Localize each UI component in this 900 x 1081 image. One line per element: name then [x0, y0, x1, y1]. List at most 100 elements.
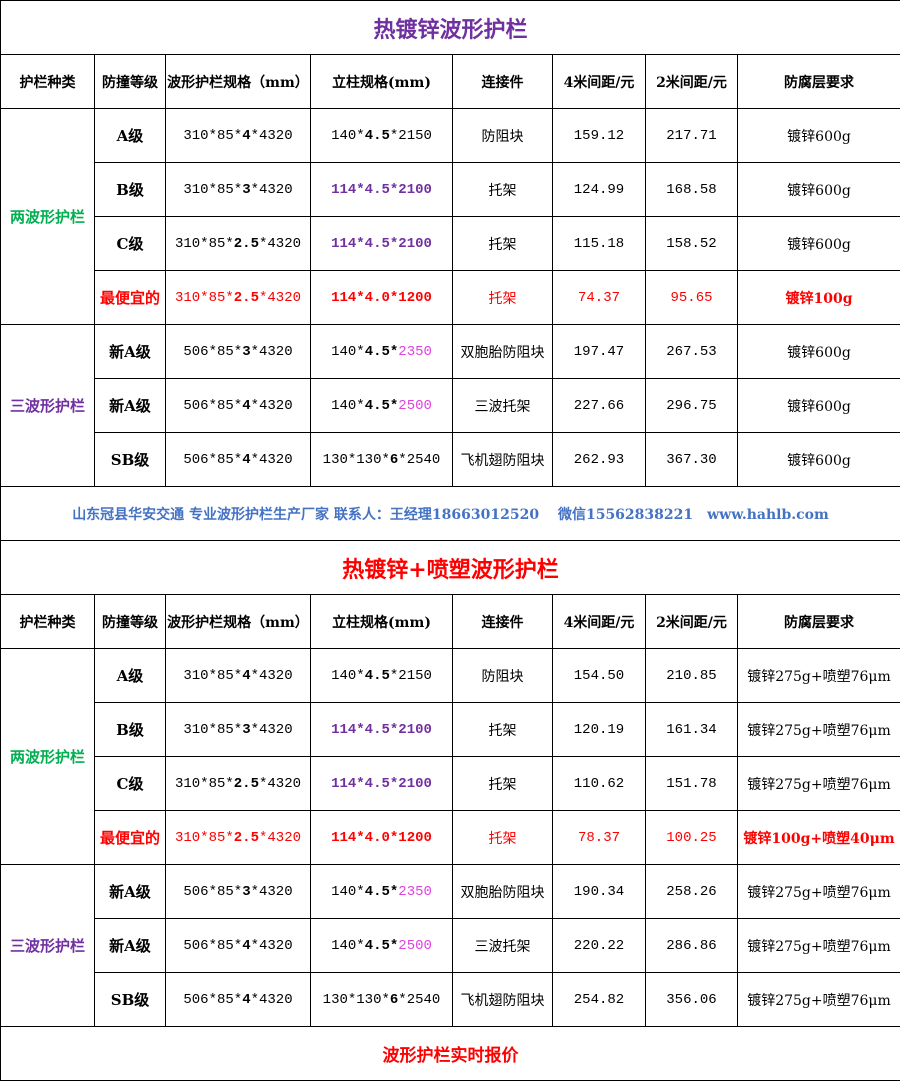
cell-spec: 310*85*4*4320 — [165, 648, 311, 703]
column-header: 2米间距/元 — [645, 594, 738, 649]
table-title: 热镀锌波形护栏 — [0, 0, 900, 55]
cell-text: 161.34 — [666, 721, 717, 738]
cell-post: 114*4.5*2100 — [310, 216, 453, 271]
cell-text: 镀锌275g+喷塑76μm — [747, 722, 891, 739]
cell-text: 154.50 — [573, 667, 625, 684]
cell-grade: C级 — [94, 756, 166, 811]
cell-conn: 飞机翅防阻块 — [452, 432, 553, 487]
cell-text: *4320 — [250, 127, 293, 144]
cell-text: *4320 — [250, 883, 293, 900]
cell-text: 托架 — [488, 182, 517, 199]
cell-text: 最便宜的 — [99, 829, 160, 847]
cell-p4: 227.66 — [552, 378, 646, 433]
cell-coat: 镀锌275g+喷塑76μm — [736, 972, 900, 1027]
cell-p4: 124.99 — [552, 162, 646, 217]
cell-spec: 310*85*2.5*4320 — [165, 270, 311, 325]
cell-spec: 310*85*2.5*4320 — [165, 756, 311, 811]
cell-p2: 296.75 — [645, 378, 738, 433]
cell-text: 114*4.5*2100 — [331, 721, 432, 738]
cell-text: 3 — [242, 343, 251, 360]
cell-text: 新A级 — [109, 937, 151, 955]
cell-text: 镀锌275g+喷塑76μm — [747, 776, 891, 793]
cell-text: 258.26 — [666, 883, 717, 900]
cell-text: 310*85* — [174, 289, 234, 306]
cell-spec: 310*85*3*4320 — [165, 162, 311, 217]
cell-text: 3 — [242, 883, 251, 900]
cell-text: 4.5* — [364, 883, 399, 900]
cell-conn: 托架 — [452, 216, 553, 271]
cell-p4: 220.22 — [552, 918, 646, 973]
cell-text: 130*130* — [322, 451, 390, 468]
cell-text: 2500 — [398, 937, 432, 954]
cell-text: 140* — [331, 667, 365, 684]
cell-text: *4320 — [259, 775, 302, 792]
cell-text: 4.5 — [364, 127, 390, 144]
cell-text: *4320 — [250, 991, 293, 1008]
cell-text: 130*130* — [322, 991, 390, 1008]
column-header: 连接件 — [452, 54, 553, 109]
cell-grade: 新A级 — [94, 378, 166, 433]
cell-text: 镀锌600g — [787, 344, 851, 361]
cell-text: 140* — [331, 397, 365, 414]
cell-spec: 506*85*4*4320 — [165, 378, 311, 433]
table-row: 两波形护栏 A级 310*85*4*4320 140*4.5*2150 防阻块 159.1… — [0, 108, 900, 325]
cell-conn: 托架 — [452, 162, 553, 217]
cell-p4: 110.62 — [552, 756, 646, 811]
cell-p2: 95.65 — [645, 270, 738, 325]
header-row: 护栏种类 防撞等级 波形护栏规格（mm） 立柱规格(mm) 连接件 4米间距/元 2米间距/… — [0, 594, 900, 649]
cell-conn: 飞机翅防阻块 — [452, 972, 553, 1027]
cell-post: 140*4.5*2350 — [310, 324, 453, 379]
cell-coat: 镀锌600g — [736, 162, 900, 217]
cell-text: 140* — [331, 343, 365, 360]
cell-spec: 310*85*3*4320 — [165, 702, 311, 757]
cell-text: C级 — [116, 775, 144, 793]
cell-text: 镀锌275g+喷塑76μm — [747, 668, 891, 685]
cell-text: 227.66 — [573, 397, 625, 414]
cell-text: A级 — [116, 127, 144, 145]
cell-text: *4320 — [250, 937, 293, 954]
cell-text: 4.5* — [364, 397, 399, 414]
cell-text: 托架 — [488, 722, 517, 739]
cell-text: 110.62 — [573, 775, 625, 792]
cell-text: 2.5 — [233, 829, 259, 846]
cell-post: 140*4.5*2150 — [310, 648, 453, 703]
cell-text: 310*85* — [183, 721, 243, 738]
cell-spec: 506*85*3*4320 — [165, 324, 311, 379]
cell-text: 三波托架 — [474, 938, 531, 955]
cell-text: 3 — [242, 721, 251, 738]
cell-post: 130*130*6*2540 — [310, 432, 453, 487]
cell-text: 托架 — [488, 236, 517, 253]
cell-coat: 镀锌600g — [736, 108, 900, 163]
cell-text: 220.22 — [573, 937, 625, 954]
cell-text: 197.47 — [573, 343, 625, 360]
cell-conn: 托架 — [452, 756, 553, 811]
cell-p4: 115.18 — [552, 216, 646, 271]
column-header: 防腐层要求 — [736, 54, 900, 109]
cell-text: 506*85* — [183, 883, 243, 900]
cell-text: 防阻块 — [481, 668, 524, 685]
cell-text: 115.18 — [573, 235, 625, 252]
cell-p2: 168.58 — [645, 162, 738, 217]
cell-coat: 镀锌600g — [736, 432, 900, 487]
cell-conn: 三波托架 — [452, 918, 553, 973]
column-header: 2米间距/元 — [645, 54, 738, 109]
cell-text: 4.5* — [364, 937, 399, 954]
cell-text: 4 — [242, 667, 251, 684]
cell-text: 3 — [242, 181, 251, 198]
table-row: SB级 506*85*4*4320 130*130*6*2540 飞机翅防阻块 254.… — [1, 972, 900, 1027]
cell-spec: 506*85*4*4320 — [165, 432, 311, 487]
cell-text: 140* — [331, 937, 365, 954]
guardrail-type: 两波形护栏 — [0, 648, 95, 865]
cell-text: 最便宜的 — [99, 289, 160, 307]
cell-spec: 506*85*4*4320 — [165, 972, 311, 1027]
cell-post: 114*4.0*1200 — [310, 270, 453, 325]
cell-text: 镀锌100g+喷塑40μm — [743, 830, 895, 847]
cell-text: *2150 — [389, 127, 432, 144]
cell-coat: 镀锌600g — [736, 378, 900, 433]
cell-text: 镀锌600g — [787, 128, 851, 145]
cell-text: 310*85* — [183, 181, 243, 198]
column-header: 护栏种类 — [0, 54, 95, 109]
cell-text: 新A级 — [109, 343, 151, 361]
cell-grade: C级 — [94, 216, 166, 271]
cell-p4: 159.12 — [552, 108, 646, 163]
